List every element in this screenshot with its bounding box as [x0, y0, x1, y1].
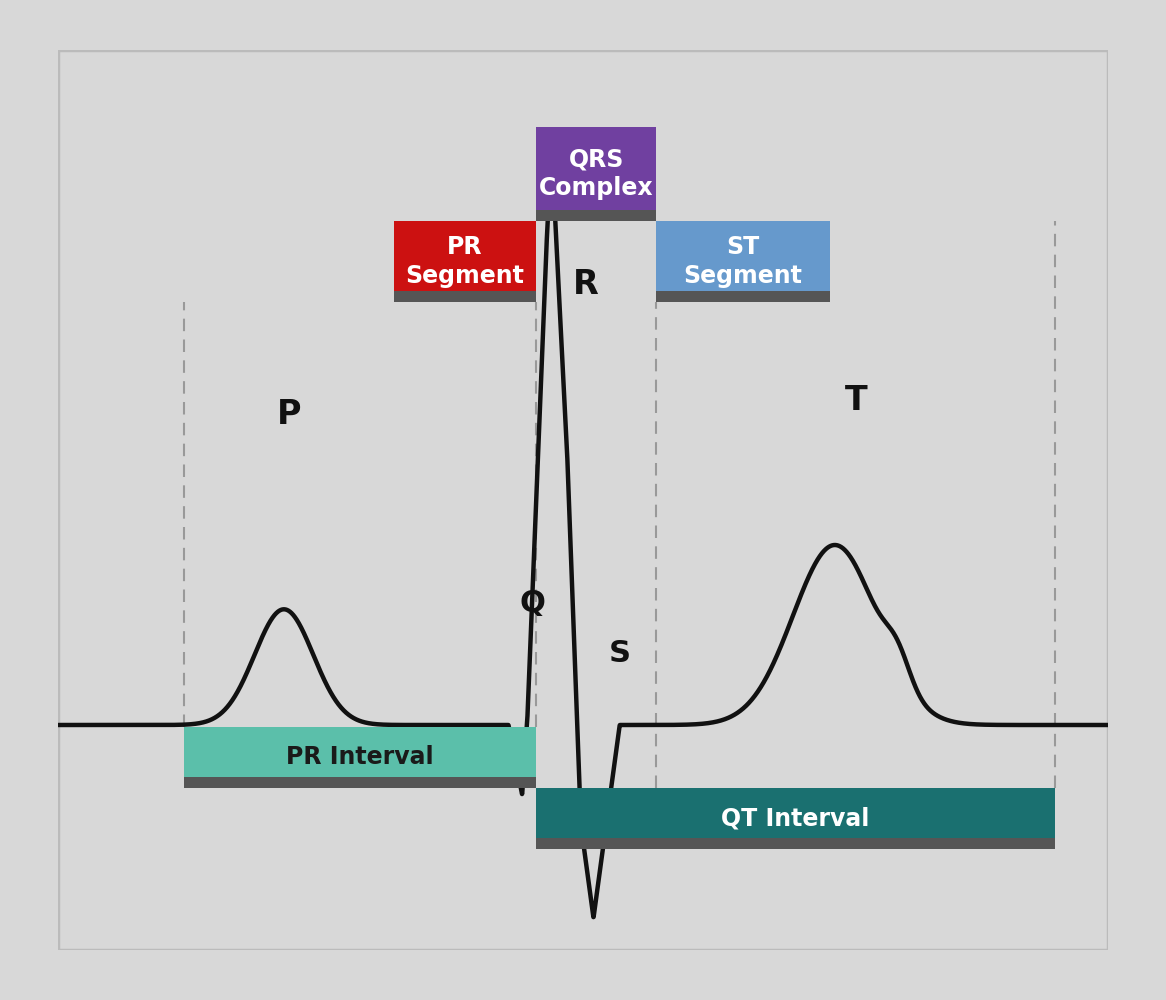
Bar	[184, 777, 536, 788]
Bar	[58, 50, 1108, 950]
Bar	[394, 291, 536, 302]
Bar	[394, 221, 536, 302]
Bar	[536, 210, 656, 221]
Bar	[536, 126, 656, 221]
Text: PR
Segment: PR Segment	[406, 235, 525, 288]
Bar	[656, 221, 830, 302]
Text: QRS
Complex: QRS Complex	[539, 147, 653, 200]
Text: S: S	[609, 638, 631, 668]
Bar	[656, 291, 830, 302]
Text: P: P	[276, 398, 302, 431]
Bar	[536, 838, 1055, 849]
Text: ST
Segment: ST Segment	[683, 235, 802, 288]
Text: PR Interval: PR Interval	[286, 745, 434, 769]
Text: QT Interval: QT Interval	[722, 807, 870, 831]
Text: T: T	[844, 384, 868, 418]
Bar	[184, 727, 536, 788]
Text: Q: Q	[520, 589, 546, 618]
Bar	[536, 788, 1055, 849]
Text: R: R	[574, 267, 599, 300]
